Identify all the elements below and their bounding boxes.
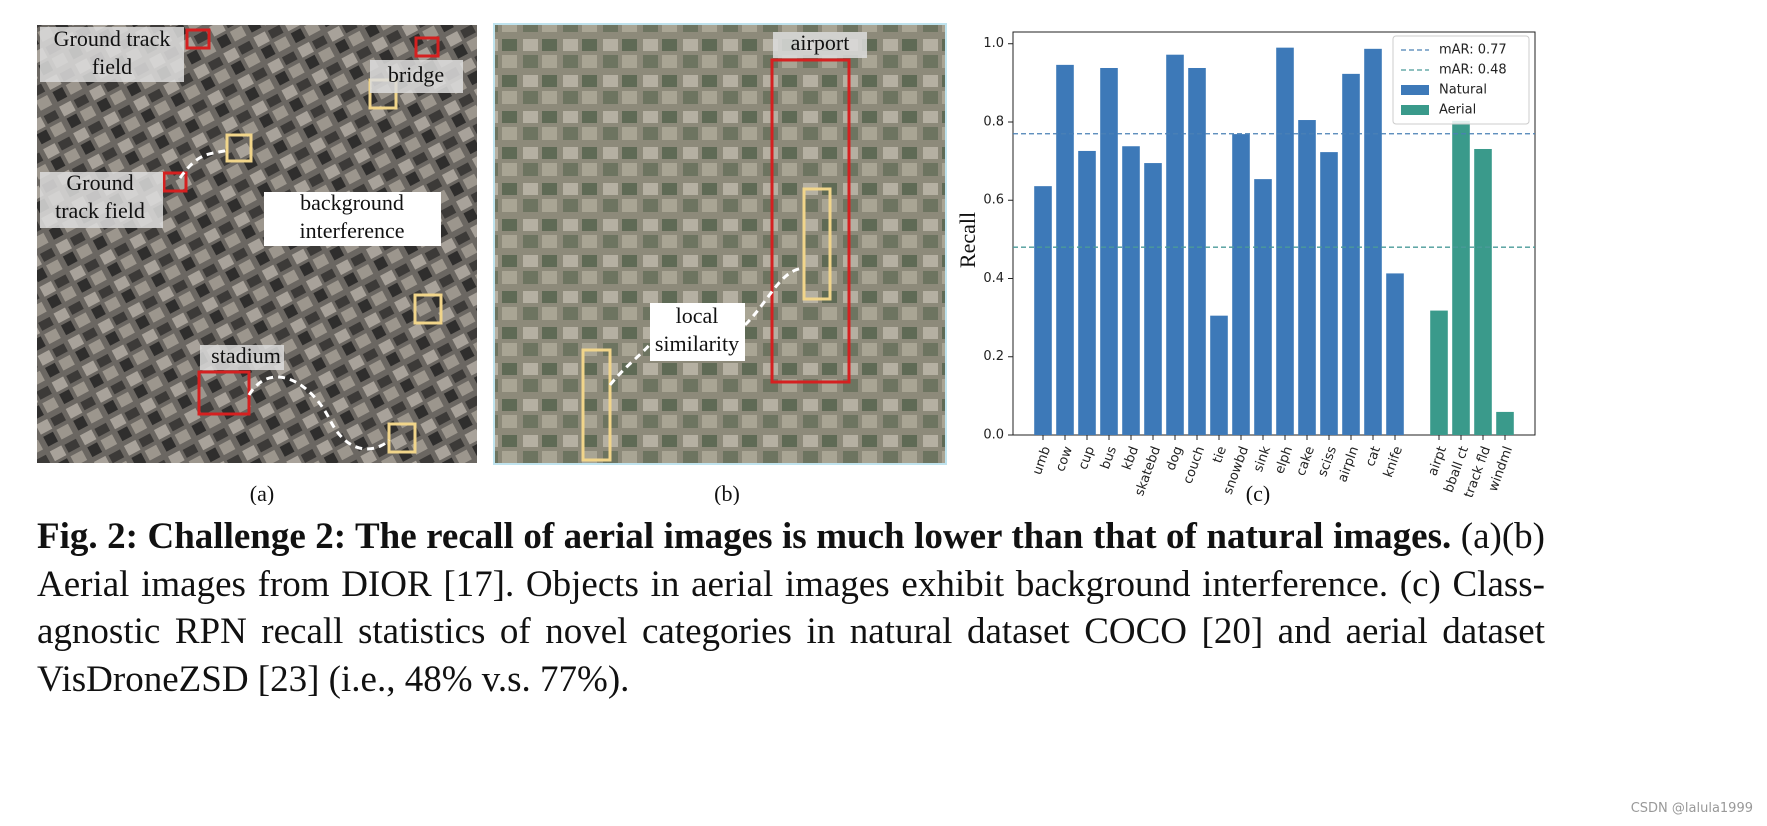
x-tick-label: sink [1251,444,1274,474]
label-box [264,192,441,246]
boxes [162,28,443,454]
legend-label: mAR: 0.48 [1439,63,1507,78]
bar [1386,273,1404,435]
label-box [773,32,867,58]
x-tick-label: cake [1294,444,1318,477]
label-box [650,303,745,361]
annotation: bridge [388,62,444,87]
annotation: Ground track [54,26,171,51]
x-tick-label: cow [1053,444,1076,474]
bar [1496,411,1514,435]
x-tick-label: knife [1381,444,1406,479]
x-tick-label: airpt [1426,444,1450,478]
x-tick-label: cat [1363,444,1384,468]
caption-text: (a)(b) Aerial images from DIOR [17]. Obj… [37,516,1546,700]
bar [1474,148,1492,436]
bar [1364,48,1382,435]
bar [1078,150,1096,435]
legend-swatch [1401,85,1429,95]
annotation: stadium [211,343,281,368]
x-tick-label: umb [1030,444,1054,477]
bar [1342,73,1360,435]
annotation: track field [55,198,145,223]
bar [1254,179,1272,435]
bar [1320,152,1338,435]
legend-label: Natural [1439,83,1487,98]
y-tick-label: 0.2 [983,349,1004,364]
bar [1100,67,1118,435]
caption-bold: Fig. 2: Challenge 2: The recall of aeria… [37,516,1452,557]
bar [1034,186,1052,435]
label-box [370,60,463,93]
watermark: CSDN @lalula1999 [1630,801,1753,816]
bar [1166,54,1184,435]
label-box [40,172,163,228]
annotation: field [92,54,132,79]
x-tick-label: bus [1098,444,1120,471]
annotation: airport [791,30,850,55]
annotation: background [300,190,404,215]
x-tick-label: kbd [1120,444,1142,472]
x-tick-label: elph [1272,444,1296,476]
y-tick-label: 0.0 [983,428,1004,443]
figure: Ground track field bridge Ground track f… [37,23,1536,506]
bar [1210,315,1228,435]
bar [1056,64,1074,435]
bar [1232,134,1250,435]
boxes [581,58,851,462]
annotation: local [676,303,719,328]
label-box [40,27,184,82]
plot-area [1012,31,1536,436]
x-tick-label: dog [1164,444,1186,472]
bar [1430,310,1448,435]
bar [1298,120,1316,435]
x-tick-label: cup [1076,444,1098,471]
panel-label: (b) [714,481,740,505]
label-box [200,345,284,370]
y-tick-label: 0.6 [983,193,1004,208]
y-axis-label: Recall [955,212,980,268]
y-tick-label: 0.4 [983,271,1004,286]
bar [1188,67,1206,435]
legend-box [1392,35,1530,125]
bar [1144,163,1162,435]
annotation: Ground [66,170,133,195]
panel-label: (c) [1246,481,1270,505]
y-tick-label: 1.0 [983,36,1004,51]
x-tick-label: tie [1210,444,1230,465]
bar [1276,47,1294,436]
legend-label: mAR: 0.77 [1439,43,1507,58]
legend-label: Aerial [1439,103,1476,118]
aerial-image [493,23,947,465]
legend-swatch [1401,105,1429,115]
caption: Fig. 2: Challenge 2: The recall of aeria… [37,513,1545,703]
annotation: interference [299,218,404,243]
panel-label: (a) [250,481,274,505]
bar [1122,146,1140,436]
annotation: similarity [655,331,739,356]
y-tick-label: 0.8 [983,114,1004,129]
bar [1452,120,1470,436]
